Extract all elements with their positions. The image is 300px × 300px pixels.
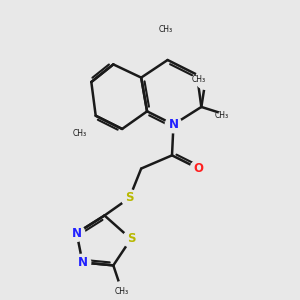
Text: O: O	[194, 162, 203, 175]
Circle shape	[68, 225, 85, 241]
Text: S: S	[127, 232, 135, 245]
Circle shape	[156, 19, 176, 40]
Text: N: N	[169, 118, 178, 131]
Text: CH₃: CH₃	[159, 25, 173, 34]
Text: CH₃: CH₃	[115, 287, 129, 296]
Circle shape	[190, 160, 207, 177]
Circle shape	[121, 190, 138, 206]
Circle shape	[123, 231, 139, 247]
Circle shape	[219, 106, 239, 126]
Circle shape	[112, 281, 132, 300]
Circle shape	[62, 123, 82, 144]
Text: N: N	[72, 226, 82, 240]
Text: CH₃: CH₃	[192, 75, 206, 84]
Text: S: S	[125, 191, 134, 204]
Text: N: N	[77, 256, 88, 269]
Text: CH₃: CH₃	[215, 111, 229, 120]
Circle shape	[196, 69, 216, 89]
Text: CH₃: CH₃	[72, 129, 86, 138]
Circle shape	[165, 116, 182, 133]
Circle shape	[74, 254, 91, 271]
